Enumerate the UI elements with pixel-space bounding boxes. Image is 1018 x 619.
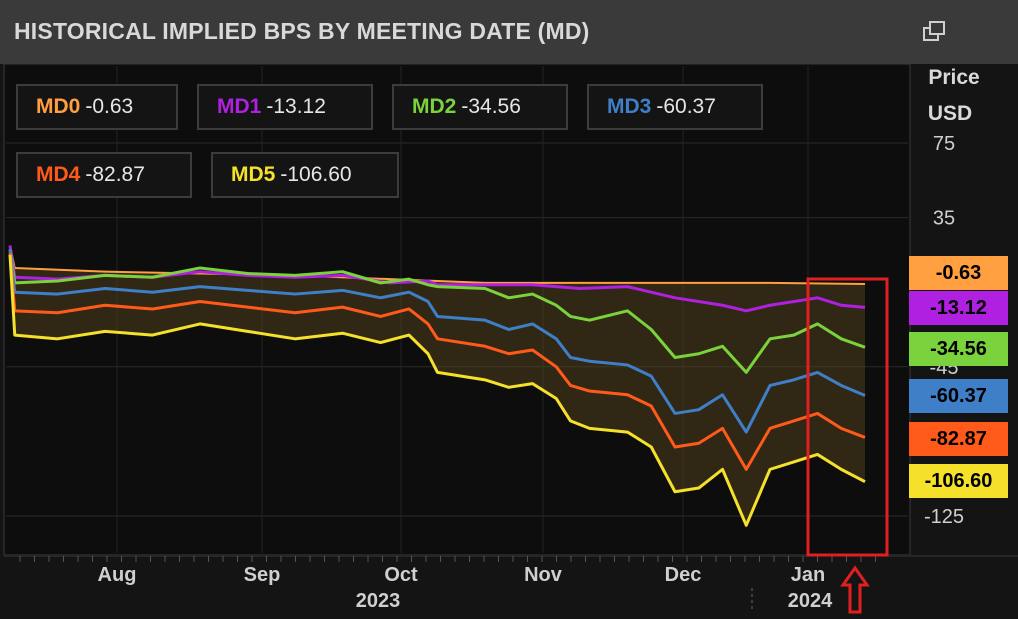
series-lines bbox=[8, 245, 866, 527]
legend-label: MD3 bbox=[607, 95, 652, 118]
y-axis-unit: USD bbox=[928, 102, 972, 125]
y-tick-label: -125 bbox=[924, 506, 964, 528]
x-month-label: Nov bbox=[524, 564, 563, 586]
legend-value: -0.63 bbox=[85, 95, 134, 118]
value-badge-md4: -82.87 bbox=[909, 422, 1008, 456]
x-month-label: Oct bbox=[384, 564, 418, 586]
legend-item-md0[interactable]: MD0 -0.63 bbox=[16, 84, 178, 130]
panel-header: HISTORICAL IMPLIED BPS BY MEETING DATE (… bbox=[0, 0, 1018, 64]
x-axis-band bbox=[4, 555, 910, 619]
series-line-md2 bbox=[8, 249, 866, 374]
legend-item-md4[interactable]: MD4 -82.87 bbox=[16, 152, 192, 198]
series-area bbox=[10, 245, 865, 526]
legend-value: -106.60 bbox=[280, 163, 352, 186]
legend-label: MD2 bbox=[412, 95, 457, 118]
y-axis-title: Price bbox=[928, 66, 979, 89]
legend-value: -13.12 bbox=[266, 95, 326, 118]
highlight-box bbox=[806, 277, 889, 557]
legend-value: -60.37 bbox=[656, 95, 716, 118]
value-badge-md2: -34.56 bbox=[909, 332, 1008, 366]
value-badge-md1: -13.12 bbox=[909, 291, 1008, 325]
popout-window-icon[interactable] bbox=[922, 20, 948, 44]
series-line-md3 bbox=[8, 249, 866, 434]
x-year-label: 2024 bbox=[788, 590, 833, 612]
y-tick-label: 75 bbox=[933, 133, 955, 155]
panel-title: HISTORICAL IMPLIED BPS BY MEETING DATE (… bbox=[14, 18, 590, 44]
x-year-label: 2023 bbox=[356, 590, 401, 612]
legend-value: -82.87 bbox=[85, 163, 145, 186]
value-badge-md3: -60.37 bbox=[909, 379, 1008, 413]
up-arrow-icon bbox=[840, 565, 870, 614]
legend-value: -34.56 bbox=[461, 95, 521, 118]
x-month-label: Aug bbox=[98, 564, 137, 586]
legend-label: MD1 bbox=[217, 95, 262, 118]
legend-label: MD5 bbox=[231, 163, 276, 186]
legend-item-md2[interactable]: MD2 -34.56 bbox=[392, 84, 568, 130]
value-badge-md0: -0.63 bbox=[909, 256, 1008, 290]
legend-item-md1[interactable]: MD1 -13.12 bbox=[197, 84, 373, 130]
y-tick-label: 35 bbox=[933, 208, 955, 230]
x-month-label: Jan bbox=[791, 564, 825, 586]
legend-item-md3[interactable]: MD3 -60.37 bbox=[587, 84, 763, 130]
series-line-md4 bbox=[8, 252, 866, 471]
area-fill bbox=[10, 245, 865, 526]
legend-item-md5[interactable]: MD5 -106.60 bbox=[211, 152, 399, 198]
x-axis: Aug Sep Oct Nov Dec Jan 2023 2024 bbox=[4, 555, 1018, 619]
series-line-md5 bbox=[8, 254, 866, 527]
x-month-label: Sep bbox=[244, 564, 281, 586]
series-line-md0 bbox=[9, 245, 866, 286]
x-month-label: Dec bbox=[665, 564, 702, 586]
legend-label: MD4 bbox=[36, 163, 81, 186]
legend-label: MD0 bbox=[36, 95, 81, 118]
value-badge-md5: -106.60 bbox=[909, 464, 1008, 498]
